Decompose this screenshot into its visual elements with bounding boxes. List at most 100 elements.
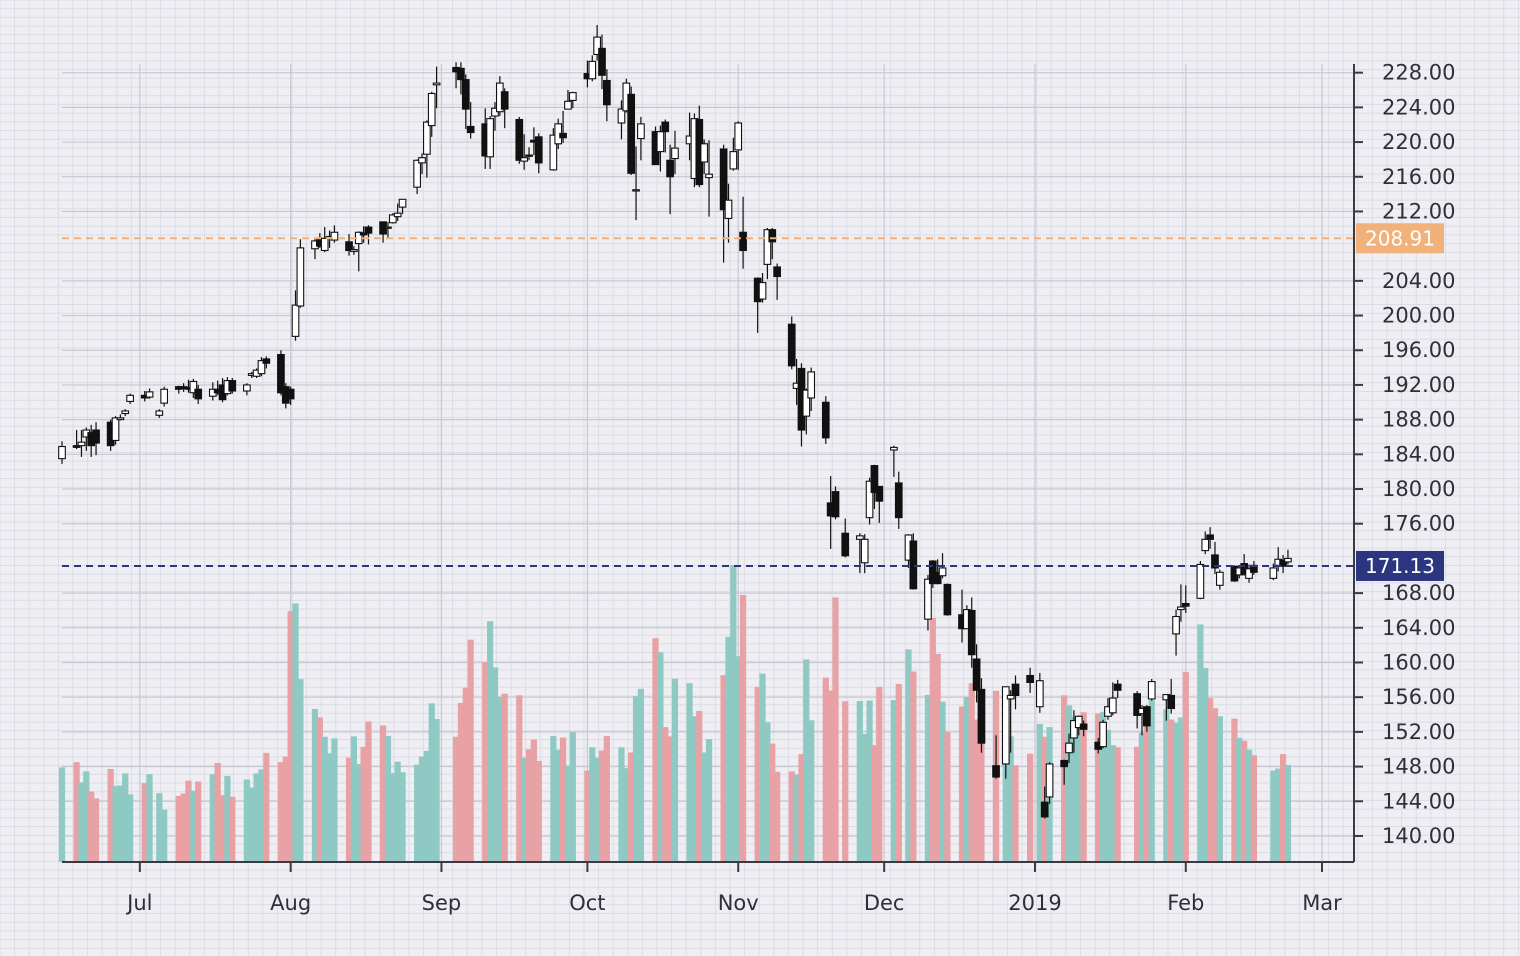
- volume-bar: [253, 773, 260, 862]
- candle-body: [1079, 723, 1088, 730]
- volume-bar: [628, 752, 635, 862]
- candle-body: [559, 132, 567, 139]
- candle-body: [637, 123, 645, 140]
- candle-body: [1147, 681, 1156, 700]
- candle-body: [1284, 557, 1292, 563]
- y-tick-label: 148.00: [1382, 755, 1455, 779]
- candle-body: [121, 410, 130, 415]
- volume-bar: [1202, 667, 1209, 862]
- y-tick-label: 152.00: [1382, 720, 1455, 744]
- y-tick-label: 200.00: [1382, 304, 1455, 328]
- candle-body: [977, 688, 986, 744]
- volume-bar: [1095, 713, 1102, 862]
- volume-bar: [277, 762, 285, 862]
- volume-bar: [1065, 705, 1073, 862]
- candle-body: [588, 60, 597, 80]
- volume-bar: [214, 762, 221, 862]
- candle-body: [967, 609, 976, 656]
- volume-bar: [842, 701, 849, 862]
- volume-bar: [559, 737, 567, 862]
- candle-body: [758, 282, 767, 300]
- volume-bar: [793, 774, 800, 862]
- volume-bar: [428, 703, 435, 862]
- reference-badge: [1356, 223, 1444, 254]
- volume-bar: [78, 782, 85, 862]
- volume-bar: [326, 753, 333, 862]
- volume-bar: [501, 693, 508, 862]
- x-tick-label: Nov: [718, 891, 759, 915]
- candle-body: [841, 532, 850, 557]
- candle-body: [549, 134, 558, 171]
- reference-badge-label: 171.13: [1365, 554, 1435, 578]
- volume-bar: [769, 743, 776, 862]
- volume-bar: [550, 735, 557, 862]
- volume-bar: [1163, 709, 1170, 862]
- volume-bar: [146, 774, 153, 862]
- y-tick-label: 212.00: [1382, 199, 1455, 223]
- volume-bar: [725, 636, 732, 862]
- candle-body: [384, 226, 392, 229]
- candle-body: [359, 232, 368, 236]
- volume-bar: [730, 565, 737, 862]
- volume-bar: [924, 694, 932, 862]
- candle-body: [330, 231, 339, 241]
- candle-body: [821, 401, 830, 439]
- volume-bar: [418, 756, 426, 862]
- candle-body: [58, 445, 66, 460]
- candle-body: [593, 36, 601, 56]
- volume-bar: [1036, 723, 1043, 862]
- candle-body: [627, 93, 636, 174]
- axes: 228.00 224.00 220.00 216.00 212.00 204.00 200.…: [62, 61, 1455, 915]
- candle-body: [763, 229, 772, 265]
- volume-bar: [876, 686, 883, 862]
- volume-bar: [871, 745, 878, 862]
- volume-bar: [866, 700, 873, 862]
- volume-bar: [1279, 754, 1287, 862]
- volume-bar: [1216, 716, 1223, 862]
- volume-bar: [569, 732, 576, 862]
- volume-bar: [58, 767, 66, 862]
- candle-body: [564, 100, 572, 110]
- volume-bar: [1197, 624, 1204, 862]
- x-tick-label: Mar: [1302, 891, 1342, 915]
- candle-body: [345, 241, 353, 252]
- candle-body: [705, 173, 713, 179]
- volume-bar: [555, 749, 562, 862]
- volume-bar: [384, 735, 392, 862]
- volume-bars: [58, 565, 1292, 862]
- candle-body: [72, 445, 81, 448]
- x-tick-label: Feb: [1167, 891, 1204, 915]
- volume-bar: [564, 765, 572, 862]
- candle-body: [423, 121, 431, 155]
- candle-body: [734, 122, 743, 151]
- volume-bar: [662, 727, 669, 862]
- volume-bar: [701, 752, 708, 862]
- candle-body: [943, 583, 952, 616]
- volume-bar: [958, 706, 966, 862]
- candle-body: [568, 92, 577, 101]
- volume-bar: [282, 756, 289, 862]
- candle-body: [388, 214, 397, 224]
- candle-body: [393, 212, 402, 218]
- candle-body: [1035, 680, 1044, 708]
- volume-bar: [1080, 712, 1087, 862]
- volume-bar: [331, 738, 338, 862]
- reference-badge-label: 208.91: [1365, 226, 1435, 250]
- volume-bar: [856, 700, 863, 862]
- volume-bar: [355, 764, 362, 862]
- volume-bar: [788, 771, 795, 862]
- volume-bar: [671, 678, 679, 862]
- volume-bar: [798, 754, 805, 862]
- volume-bar: [360, 746, 367, 862]
- volume-bar: [491, 667, 499, 862]
- candle-body: [603, 79, 611, 106]
- x-tick-label: Oct: [569, 891, 605, 915]
- candle-body: [1181, 602, 1190, 607]
- candle-body: [972, 658, 981, 691]
- volume-bar: [686, 683, 693, 862]
- candle-body: [1279, 559, 1287, 567]
- candle-body: [1060, 759, 1069, 768]
- x-tick-label: Jul: [125, 891, 152, 915]
- y-tick-label: 224.00: [1382, 95, 1455, 119]
- volume-bar: [521, 757, 528, 862]
